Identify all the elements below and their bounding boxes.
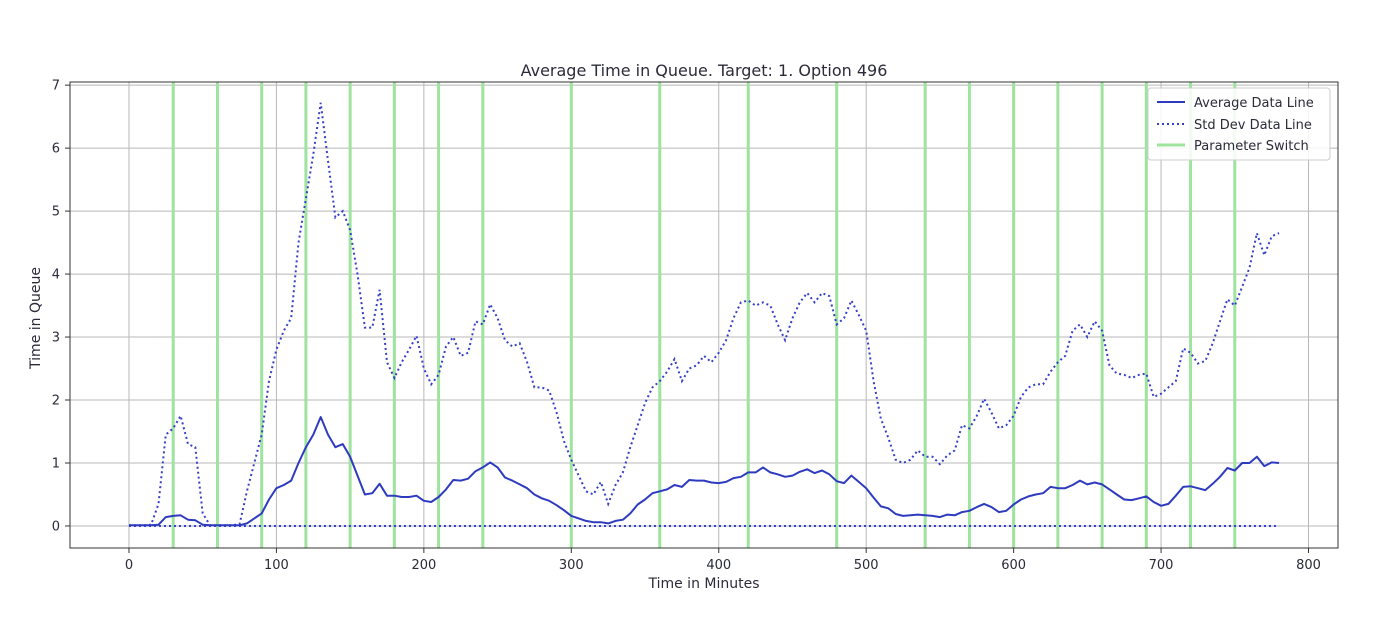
plot-frame	[69, 81, 1339, 549]
x-axis-label: Time in Minutes	[647, 576, 759, 592]
legend: Average Data Line Std Dev Data Line Para…	[1147, 87, 1331, 161]
x-tick-label: 500	[854, 558, 879, 573]
legend-label-average: Average Data Line	[1194, 96, 1314, 111]
x-axis-ticks: 0 100 200 300 400 500 600 700 800	[125, 548, 1321, 573]
x-tick-label: 700	[1149, 558, 1174, 573]
x-tick-label: 400	[706, 558, 731, 573]
legend-box	[1147, 87, 1331, 161]
y-tick-label: 6	[52, 142, 60, 157]
x-tick-label: 800	[1296, 558, 1321, 573]
y-tick-label: 3	[52, 331, 60, 346]
y-tick-label: 2	[52, 394, 60, 409]
y-tick-label: 7	[52, 79, 60, 94]
y-tick-label: 0	[52, 519, 60, 534]
x-tick-label: 300	[559, 558, 584, 573]
plot-area	[69, 81, 1339, 549]
plot-background	[70, 82, 1338, 548]
average-series-line	[129, 416, 1280, 527]
x-tick-label: 200	[411, 558, 436, 573]
data-series	[128, 102, 1280, 527]
y-axis-label: Time in Queue	[28, 267, 44, 370]
legend-label-switch: Parameter Switch	[1194, 139, 1309, 154]
chart-title: Average Time in Queue. Target: 1. Option…	[521, 61, 888, 80]
y-tick-label: 4	[52, 268, 60, 283]
x-tick-label: 0	[125, 558, 133, 573]
legend-label-std-dev: Std Dev Data Line	[1194, 118, 1312, 133]
x-tick-label: 100	[264, 558, 289, 573]
y-tick-label: 5	[52, 205, 60, 220]
y-axis-ticks: 0 1 2 3 4 5 6 7	[52, 79, 70, 534]
x-tick-label: 600	[1001, 558, 1026, 573]
parameter-switch-lines	[171, 82, 1237, 548]
y-tick-label: 1	[52, 456, 60, 471]
std-dev-series-line	[129, 102, 1280, 527]
